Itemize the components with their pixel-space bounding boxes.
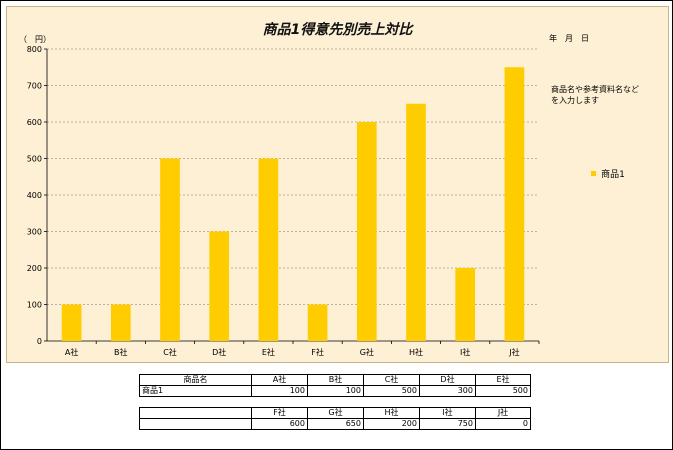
table-header-cell: B社	[307, 374, 364, 386]
table-cell[interactable]: 0	[475, 418, 531, 430]
table-header-cell: C社	[363, 374, 420, 386]
x-tick-label: F社	[311, 347, 324, 357]
table-header-row: 商品名 A社 B社 C社 D社 E社	[139, 374, 531, 386]
x-tick-label: C社	[163, 347, 177, 357]
legend-label: 商品1	[601, 170, 625, 180]
table-header-cell: J社	[475, 407, 531, 419]
table-header-cell: H社	[363, 407, 420, 419]
bar	[160, 158, 180, 341]
bar	[406, 103, 426, 341]
table-header-cell: A社	[251, 374, 308, 386]
table-cell[interactable]: 商品1	[139, 385, 252, 397]
x-tick-label: I社	[460, 347, 470, 357]
y-tick-label: 400	[27, 191, 42, 200]
x-tick-label: J社	[508, 347, 519, 357]
table-cell[interactable]: 750	[419, 418, 476, 430]
table-cell[interactable]: 600	[251, 418, 308, 430]
table-header-cell	[139, 407, 252, 419]
table-cell[interactable]	[139, 418, 252, 430]
x-tick-label: B社	[114, 347, 128, 357]
bar	[455, 268, 476, 341]
bar	[307, 304, 328, 341]
data-table-2: F社 G社 H社 I社 J社 600 650 200 750 0	[139, 407, 531, 430]
table-header-cell: I社	[419, 407, 476, 419]
table-header-row: F社 G社 H社 I社 J社	[139, 407, 531, 419]
y-tick-label: 800	[27, 45, 42, 54]
y-axis-unit-label: （ 円）	[19, 35, 51, 44]
bar	[61, 304, 82, 341]
y-tick-label: 200	[27, 264, 42, 273]
table-cell[interactable]: 300	[419, 385, 476, 397]
x-tick-label: D社	[212, 347, 226, 357]
legend-swatch	[591, 171, 596, 176]
table-cell[interactable]: 650	[307, 418, 364, 430]
y-tick-label: 300	[27, 228, 42, 237]
data-table-1: 商品名 A社 B社 C社 D社 E社 商品1 100 100 500 300 5…	[139, 374, 531, 397]
bar	[110, 304, 131, 341]
table-row: 商品1 100 100 500 300 500	[139, 385, 531, 397]
table-header-cell: E社	[475, 374, 531, 386]
table-cell[interactable]: 100	[307, 385, 364, 397]
bar	[209, 231, 230, 341]
date-label: 年 月 日	[549, 34, 589, 43]
x-tick-label: G社	[360, 347, 374, 357]
chart-area[interactable]: 商品1得意先別売上対比 （ 円） 0 100 200 300 400 500 600 700 8…	[6, 6, 669, 363]
bar	[258, 158, 279, 341]
table-header-cell: 商品名	[139, 374, 252, 386]
table-header-cell: G社	[307, 407, 364, 419]
x-tick-label: H社	[409, 347, 423, 357]
y-tick-label: 700	[27, 82, 42, 91]
y-tick-label: 500	[27, 155, 42, 164]
y-tick-label: 100	[27, 301, 42, 310]
bar-chart: （ 円） 0 100 200 300 400 500 600 700 800 A社 B社 C社 D社 E社…	[19, 35, 540, 357]
bar	[504, 67, 525, 341]
note-line-2: を入力します	[551, 96, 599, 105]
table-row: 600 650 200 750 0	[139, 418, 531, 430]
y-tick-label: 0	[37, 337, 42, 346]
table-cell[interactable]: 500	[363, 385, 420, 397]
x-tick-label: E社	[262, 347, 275, 357]
y-tick-label: 600	[27, 118, 42, 127]
chart-title: 商品1得意先別売上対比	[262, 22, 413, 38]
table-cell[interactable]: 500	[475, 385, 531, 397]
note-line-1: 商品名や参考資料名など	[551, 85, 639, 94]
table-header-cell: D社	[419, 374, 476, 386]
table-cell[interactable]: 100	[251, 385, 308, 397]
table-header-cell: F社	[251, 407, 308, 419]
table-cell[interactable]: 200	[363, 418, 420, 430]
legend[interactable]: 商品1	[591, 163, 625, 182]
x-tick-label: A社	[65, 347, 78, 357]
bar	[356, 122, 377, 341]
